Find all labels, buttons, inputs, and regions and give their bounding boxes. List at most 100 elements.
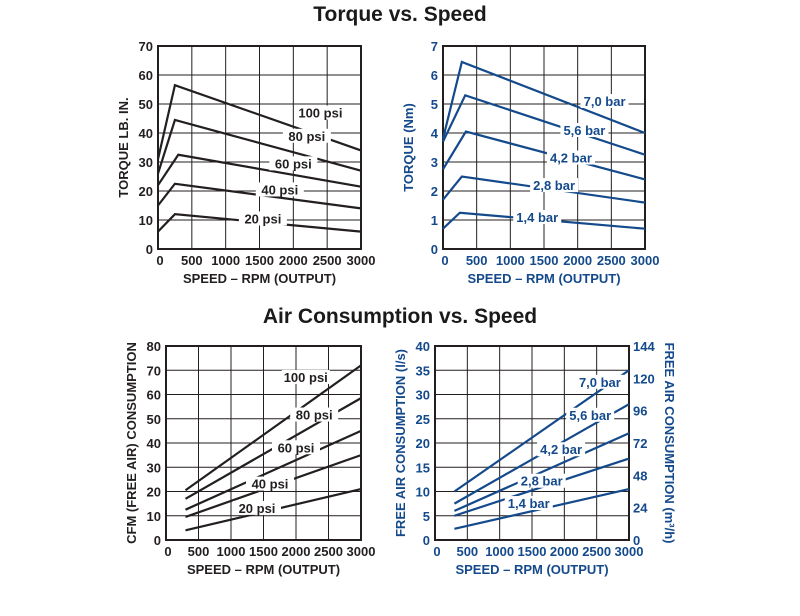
series-line: [157, 182, 362, 210]
series-label: 1,4 bar: [516, 210, 558, 225]
chart-torque-imperial: 0 500 1000 1500 2000 2500 3000 0 10 20 30 40 50 60 70 S…: [116, 39, 375, 286]
x-tick-label: 2000: [282, 544, 311, 559]
y-tick-label: 40: [147, 436, 161, 451]
x-tick-label: 2500: [314, 544, 343, 559]
series-label: 5,6 bar: [569, 408, 611, 423]
y-axis-label: FREE AIR CONSUMPTION (l/s): [393, 349, 408, 537]
x-tick-label: 1500: [245, 253, 274, 268]
series-label: 20 psi: [244, 211, 281, 226]
x-tick-label: 1000: [496, 253, 525, 268]
series-label: 60 psi: [278, 440, 315, 455]
x-tick-label: 1500: [530, 253, 559, 268]
series-label: 2,8 bar: [521, 474, 563, 489]
chart-air-imperial: 0 500 1000 1500 2000 2500 3000 0 10 20 30 40 50 60 70 8…: [124, 339, 375, 577]
series-label-bg: [546, 150, 595, 165]
series-label: 40 psi: [261, 182, 298, 197]
series-label-bg: [272, 440, 320, 455]
series-label: 5,6 bar: [563, 123, 605, 138]
x-axis-label: SPEED – RPM (OUTPUT): [455, 562, 608, 577]
plot-frame: [165, 345, 362, 541]
series-label: 80 psi: [296, 408, 333, 423]
series-label-bg: [296, 105, 345, 120]
x-tick-label: 3000: [347, 544, 376, 559]
series-label-bg: [575, 374, 624, 389]
series-line: [453, 432, 630, 512]
x-tick-label: 0: [156, 253, 163, 268]
y-axis-label: TORQUE (Nm): [401, 103, 416, 192]
series-label-bg: [504, 496, 553, 511]
series-label: 1,4 bar: [508, 496, 550, 511]
y-tick-label: 60: [139, 68, 153, 83]
y-tick-label: 10: [139, 213, 153, 228]
x-tick-label: 1000: [485, 544, 514, 559]
x-tick-label: 3000: [347, 253, 376, 268]
y-tick-label: 10: [416, 485, 430, 500]
series-label-bg: [537, 442, 586, 457]
series-label: 60 psi: [275, 156, 312, 171]
torque-section-title: Torque vs. Speed: [313, 3, 487, 26]
y-tick-label: 10: [147, 509, 161, 524]
y-tick-label: 20: [147, 485, 161, 500]
x-tick-label: 500: [456, 544, 478, 559]
series-label-bg: [560, 123, 609, 137]
series-line: [453, 369, 630, 493]
x-tick-label: 2500: [313, 253, 342, 268]
series-line: [184, 364, 362, 492]
y-tick-label: 50: [147, 412, 161, 427]
y-tick-label: 5: [423, 509, 430, 524]
y-tick-label: 1: [431, 213, 438, 228]
series-line: [157, 213, 362, 233]
y-tick-label: 25: [416, 412, 430, 427]
plot-frame: [442, 45, 646, 250]
y2-tick-label: 24: [633, 501, 648, 516]
x-tick-label: 500: [466, 253, 488, 268]
series-label: 20 psi: [239, 501, 276, 516]
y-tick-label: 15: [416, 460, 430, 475]
y-tick-label: 70: [147, 363, 161, 378]
y-tick-label: 60: [147, 388, 161, 403]
x-tick-label: 2000: [550, 544, 579, 559]
series-label-bg: [290, 407, 339, 422]
x-tick-label: 2500: [582, 544, 611, 559]
x-tick-label: 2500: [597, 253, 626, 268]
y-tick-label: 3: [431, 155, 438, 170]
series-label-bg: [238, 211, 287, 226]
chart-torque-metric: 0 500 1000 1500 2000 2500 3000 0 1 2 3 4 5 6 7 SPEED – …: [401, 39, 659, 286]
y-tick-label: 40: [139, 126, 153, 141]
plot-frame: [434, 345, 630, 541]
series-label: 7,0 bar: [584, 94, 626, 109]
y-tick-label: 20: [139, 184, 153, 199]
y-tick-label: 7: [431, 39, 438, 54]
y2-tick-label: 72: [633, 436, 647, 451]
series-label: 40 psi: [252, 477, 289, 492]
series-label: 100 psi: [284, 370, 328, 385]
y-tick-label: 5: [431, 97, 438, 112]
x-tick-label: 500: [181, 253, 203, 268]
x-tick-label: 0: [441, 253, 448, 268]
series-line: [441, 60, 646, 140]
x-tick-label: 3000: [615, 544, 644, 559]
y-tick-label: 0: [146, 242, 153, 257]
series-label: 80 psi: [288, 129, 325, 144]
x-tick-label: 1000: [211, 253, 240, 268]
y-tick-label: 40: [416, 339, 430, 354]
series-label-bg: [255, 182, 304, 197]
y-tick-label: 30: [139, 155, 153, 170]
series-label: 4,2 bar: [540, 442, 582, 457]
y-axis-label: TORQUE LB. IN.: [116, 97, 131, 197]
series-line: [185, 429, 362, 511]
y-tick-label: 0: [423, 533, 430, 548]
y-tick-label: 2: [431, 184, 438, 199]
y-tick-label: 6: [431, 68, 438, 83]
plot-frame: [157, 45, 362, 250]
y-tick-label: 35: [416, 363, 430, 378]
series-label-bg: [281, 369, 330, 384]
series-label: 7,0 bar: [579, 375, 621, 390]
series-label-bg: [246, 476, 294, 491]
series-label-bg: [233, 500, 281, 515]
x-axis-label: SPEED – RPM (OUTPUT): [467, 271, 620, 286]
x-tick-label: 2000: [279, 253, 308, 268]
y-tick-label: 80: [147, 339, 161, 354]
series-line: [442, 211, 646, 230]
x-tick-label: 1500: [518, 544, 547, 559]
